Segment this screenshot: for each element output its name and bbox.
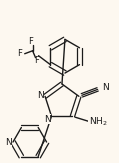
Text: N: N [102, 83, 109, 92]
Text: N: N [5, 138, 11, 147]
Text: NH$_2$: NH$_2$ [89, 116, 107, 128]
Text: N: N [44, 115, 51, 124]
Text: F: F [17, 49, 22, 58]
Text: N: N [37, 91, 43, 100]
Text: F: F [28, 37, 33, 46]
Text: F: F [34, 56, 39, 65]
